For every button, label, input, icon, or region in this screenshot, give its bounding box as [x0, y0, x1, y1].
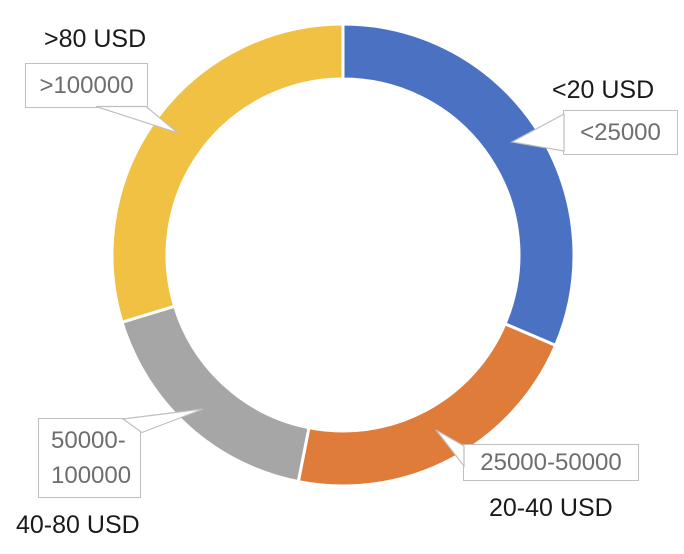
- donut-slice-20-usd: [341, 22, 576, 347]
- callout-box-25000-50000: 25000-50000: [463, 444, 639, 481]
- donut-slices: [110, 22, 576, 488]
- category-label-40-80-usd: 40-80 USD: [16, 511, 140, 539]
- callout-value-50000-100000-line1: 50000-: [51, 427, 126, 454]
- donut-slice-80-usd: [110, 22, 345, 324]
- callout-value-lt25000: <25000: [580, 118, 661, 146]
- category-label-lt20-usd: <20 USD: [552, 76, 655, 104]
- category-label-20-40-usd: 20-40 USD: [489, 494, 613, 522]
- category-label-gt80-usd: >80 USD: [44, 25, 147, 53]
- callout-value-50000-100000-line2: 100000: [51, 462, 132, 489]
- callout-box-50000-100000: 50000- 100000: [38, 418, 141, 498]
- callout-value-gt100000: >100000: [39, 71, 134, 99]
- callout-value-25000-50000: 25000-50000: [480, 448, 622, 476]
- donut-slice-40-80-usd: [120, 304, 311, 484]
- callout-box-gt100000: >100000: [25, 63, 148, 108]
- callout-box-lt25000: <25000: [563, 110, 678, 155]
